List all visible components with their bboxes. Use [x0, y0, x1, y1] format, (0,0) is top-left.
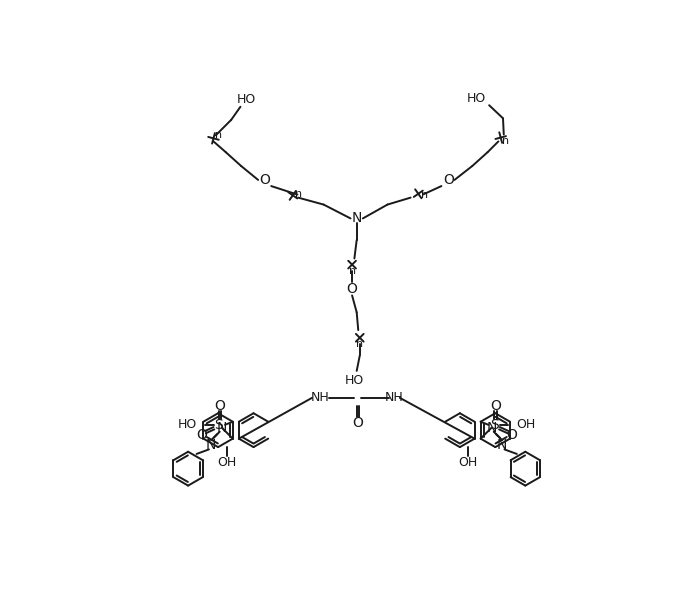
Text: OH: OH: [217, 456, 236, 469]
Text: OH: OH: [459, 456, 478, 469]
Text: S: S: [490, 418, 499, 432]
Text: N: N: [206, 438, 216, 452]
Text: n: n: [503, 136, 509, 145]
Text: N: N: [216, 421, 227, 435]
Text: O: O: [347, 282, 358, 296]
Text: HO: HO: [345, 374, 364, 386]
Text: HO: HO: [237, 93, 256, 106]
Text: O: O: [490, 398, 500, 412]
Text: O: O: [443, 173, 454, 187]
Text: N: N: [487, 421, 497, 435]
Text: n: n: [356, 339, 363, 349]
Text: n: n: [215, 130, 223, 140]
Text: O: O: [352, 416, 363, 430]
Text: O: O: [214, 398, 225, 412]
Text: HO: HO: [467, 92, 486, 105]
Text: O: O: [259, 173, 270, 187]
Text: O: O: [196, 428, 207, 442]
Text: n: n: [295, 189, 303, 200]
Text: N: N: [497, 438, 507, 452]
Text: HO: HO: [178, 418, 198, 432]
Text: n: n: [349, 266, 356, 276]
Text: S: S: [214, 418, 223, 432]
Text: N: N: [351, 212, 362, 225]
Text: O: O: [506, 428, 517, 442]
Text: n: n: [421, 190, 428, 200]
Text: NH: NH: [310, 391, 329, 404]
Text: OH: OH: [516, 418, 535, 432]
Text: NH: NH: [385, 391, 404, 404]
